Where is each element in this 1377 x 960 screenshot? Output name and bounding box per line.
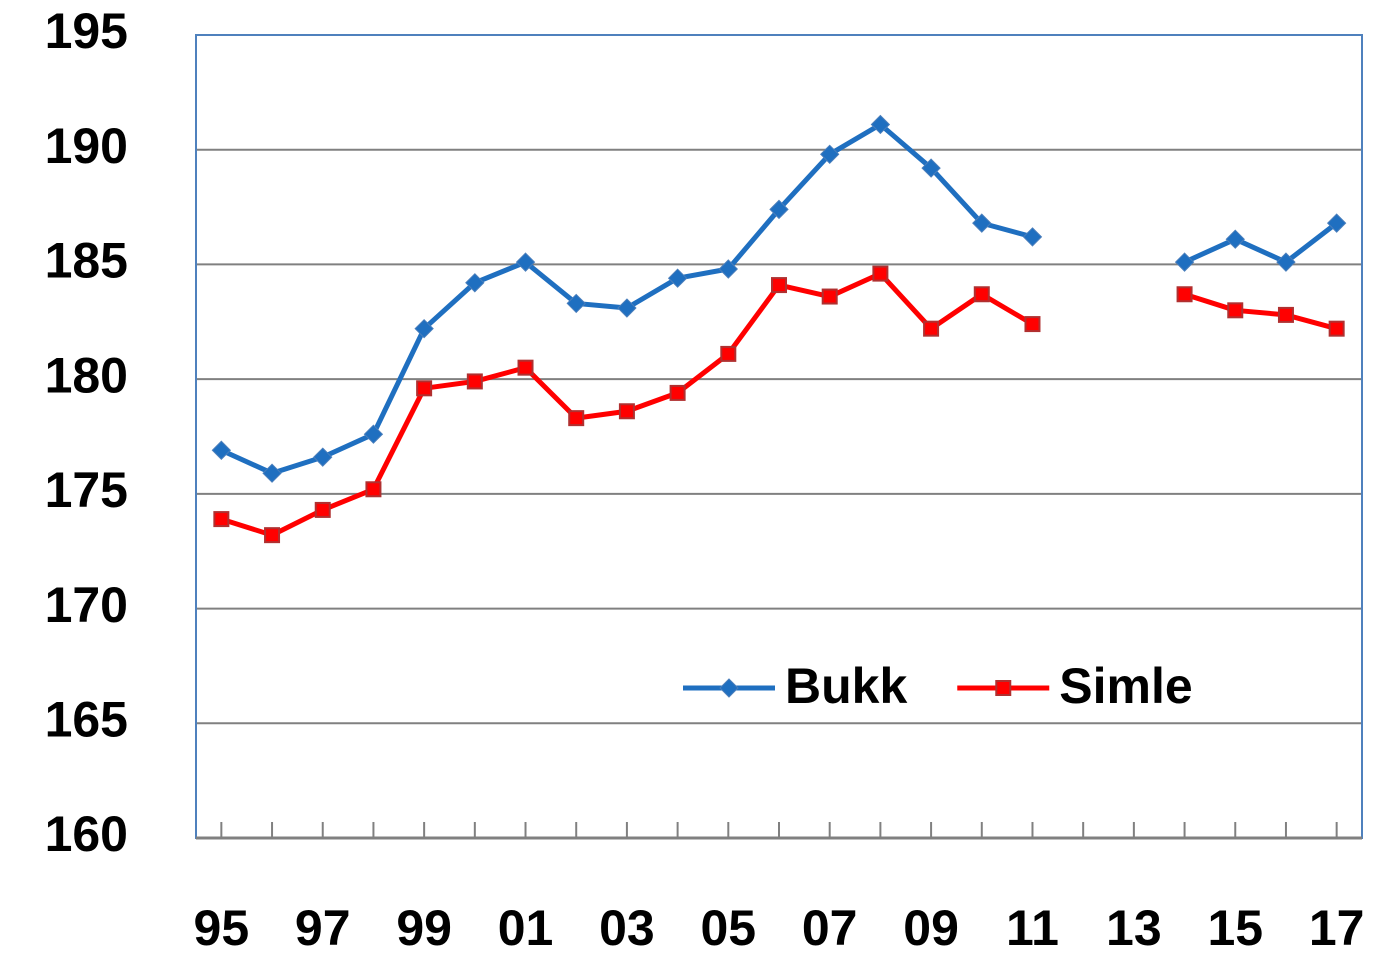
data-point <box>972 213 992 233</box>
data-point <box>313 447 333 467</box>
x-tick-label: 05 <box>700 900 756 956</box>
data-point <box>566 293 586 314</box>
data-point <box>921 158 941 178</box>
data-point <box>618 403 635 420</box>
legend-label: Bukk <box>785 658 907 714</box>
data-point <box>314 501 331 518</box>
data-point <box>515 252 536 272</box>
y-tick-label: 190 <box>45 118 128 174</box>
data-point <box>416 380 433 397</box>
legend-marker <box>995 680 1012 696</box>
x-tick-label: 13 <box>1106 900 1162 956</box>
y-tick-label: 170 <box>45 577 128 633</box>
y-tick-label: 195 <box>45 3 128 59</box>
y-tick-label: 160 <box>45 806 128 862</box>
x-tick-label: 03 <box>599 900 655 956</box>
x-tick-label: 97 <box>295 900 351 956</box>
data-point <box>870 114 891 135</box>
data-point <box>819 144 840 165</box>
x-tick-label: 99 <box>396 900 452 956</box>
y-tick-label: 180 <box>45 347 128 403</box>
data-point <box>211 440 232 460</box>
data-point <box>262 463 282 483</box>
x-tick-label: 95 <box>194 900 250 956</box>
series-line <box>220 121 1339 476</box>
data-point <box>617 298 637 318</box>
data-point <box>1022 227 1043 247</box>
data-point <box>568 410 585 427</box>
legend-label: Simle <box>1059 658 1192 714</box>
data-point <box>466 373 483 390</box>
data-point <box>769 199 789 220</box>
data-point <box>1174 252 1195 272</box>
y-tick-label: 175 <box>45 462 128 518</box>
y-tick-label: 165 <box>45 691 128 747</box>
data-point <box>1227 302 1244 319</box>
data-point <box>465 273 485 293</box>
data-point <box>923 320 940 337</box>
data-point <box>414 318 434 339</box>
data-point <box>720 345 737 362</box>
x-tick-label: 17 <box>1309 900 1365 956</box>
x-tick-label: 11 <box>1006 900 1059 956</box>
data-point <box>1225 229 1245 249</box>
data-point <box>1024 316 1041 333</box>
data-point <box>365 481 382 498</box>
data-point <box>667 268 688 288</box>
data-point <box>669 384 686 401</box>
data-point <box>264 527 281 544</box>
data-point <box>363 424 384 444</box>
y-tick-label: 185 <box>45 233 128 289</box>
x-tick-label: 01 <box>498 900 554 956</box>
x-tick-label: 07 <box>802 900 858 956</box>
data-point <box>213 511 230 528</box>
x-tick-label: 15 <box>1207 900 1263 956</box>
data-point <box>973 286 990 303</box>
data-point <box>1176 286 1193 303</box>
legend-marker <box>719 678 739 698</box>
x-tick-label: 09 <box>903 900 959 956</box>
legend: Bukk Simle <box>683 658 1193 714</box>
data-point <box>1276 252 1296 272</box>
data-point <box>1326 213 1347 233</box>
data-point <box>517 359 534 376</box>
data-point <box>872 265 889 282</box>
data-point <box>1328 320 1345 337</box>
data-point <box>821 288 838 305</box>
data-point <box>771 277 787 294</box>
data-point <box>718 259 739 279</box>
data-point <box>1277 306 1294 323</box>
